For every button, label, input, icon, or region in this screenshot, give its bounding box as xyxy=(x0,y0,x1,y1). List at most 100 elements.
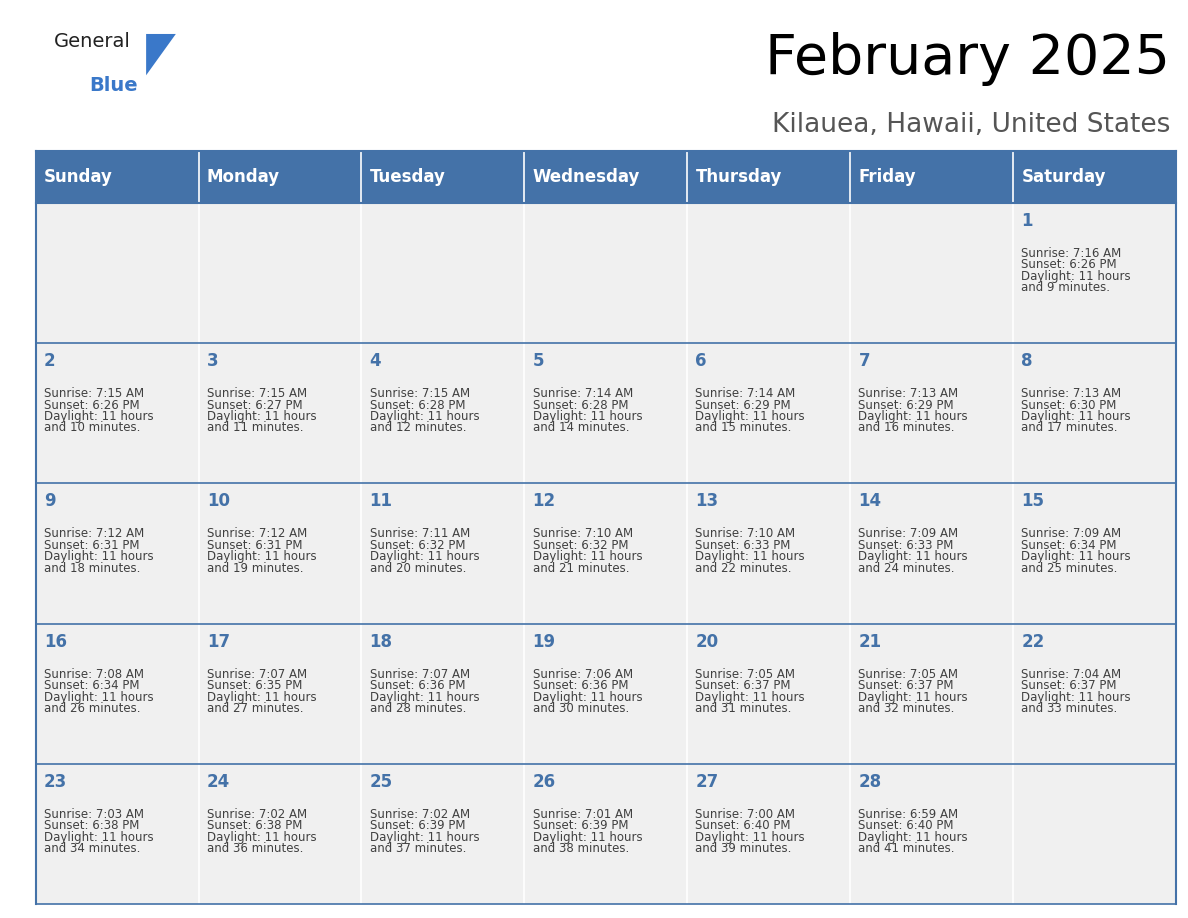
Text: Sunrise: 7:05 AM: Sunrise: 7:05 AM xyxy=(695,667,796,680)
Text: Daylight: 11 hours: Daylight: 11 hours xyxy=(1022,690,1131,703)
Text: Sunrise: 7:10 AM: Sunrise: 7:10 AM xyxy=(532,527,633,541)
Text: Sunset: 6:40 PM: Sunset: 6:40 PM xyxy=(859,820,954,833)
Text: 7: 7 xyxy=(859,353,870,370)
Bar xyxy=(688,623,851,764)
Text: Sunset: 6:27 PM: Sunset: 6:27 PM xyxy=(207,398,302,411)
Text: and 9 minutes.: and 9 minutes. xyxy=(1022,281,1111,294)
Text: 16: 16 xyxy=(44,633,67,651)
Bar xyxy=(361,203,524,343)
Text: Sunrise: 7:16 AM: Sunrise: 7:16 AM xyxy=(1022,247,1121,260)
Text: 22: 22 xyxy=(1022,633,1044,651)
Text: Daylight: 11 hours: Daylight: 11 hours xyxy=(44,410,153,423)
Text: and 33 minutes.: and 33 minutes. xyxy=(1022,702,1118,715)
Text: and 14 minutes.: and 14 minutes. xyxy=(532,421,630,434)
Text: Daylight: 11 hours: Daylight: 11 hours xyxy=(532,831,643,844)
Text: 27: 27 xyxy=(695,773,719,791)
Text: Sunset: 6:33 PM: Sunset: 6:33 PM xyxy=(695,539,791,552)
Text: and 37 minutes.: and 37 minutes. xyxy=(369,843,466,856)
Text: 6: 6 xyxy=(695,353,707,370)
Text: and 20 minutes.: and 20 minutes. xyxy=(369,562,466,575)
Bar xyxy=(36,343,198,483)
Text: Saturday: Saturday xyxy=(1022,168,1106,186)
Bar xyxy=(36,151,198,203)
Text: Sunset: 6:36 PM: Sunset: 6:36 PM xyxy=(369,679,466,692)
Text: Blue: Blue xyxy=(89,76,138,95)
Text: 8: 8 xyxy=(1022,353,1032,370)
Bar xyxy=(524,151,688,203)
Text: and 39 minutes.: and 39 minutes. xyxy=(695,843,792,856)
Text: 26: 26 xyxy=(532,773,556,791)
Bar xyxy=(524,483,688,623)
Text: and 15 minutes.: and 15 minutes. xyxy=(695,421,792,434)
Text: Sunrise: 7:01 AM: Sunrise: 7:01 AM xyxy=(532,808,633,821)
Bar xyxy=(688,483,851,623)
Text: Sunset: 6:38 PM: Sunset: 6:38 PM xyxy=(207,820,302,833)
Text: and 31 minutes.: and 31 minutes. xyxy=(695,702,792,715)
Bar xyxy=(36,203,198,343)
Text: Wednesday: Wednesday xyxy=(532,168,640,186)
Text: Daylight: 11 hours: Daylight: 11 hours xyxy=(1022,270,1131,283)
Text: Sunset: 6:38 PM: Sunset: 6:38 PM xyxy=(44,820,139,833)
Text: Sunrise: 7:03 AM: Sunrise: 7:03 AM xyxy=(44,808,144,821)
Text: Daylight: 11 hours: Daylight: 11 hours xyxy=(207,690,316,703)
Text: Thursday: Thursday xyxy=(695,168,782,186)
Text: 21: 21 xyxy=(859,633,881,651)
Bar xyxy=(36,764,198,904)
Text: 15: 15 xyxy=(1022,492,1044,510)
Polygon shape xyxy=(146,34,176,75)
Bar xyxy=(524,623,688,764)
Text: Sunset: 6:33 PM: Sunset: 6:33 PM xyxy=(859,539,954,552)
Text: Daylight: 11 hours: Daylight: 11 hours xyxy=(859,690,968,703)
Text: Sunset: 6:28 PM: Sunset: 6:28 PM xyxy=(369,398,466,411)
Text: Sunset: 6:32 PM: Sunset: 6:32 PM xyxy=(532,539,628,552)
Text: Sunrise: 7:08 AM: Sunrise: 7:08 AM xyxy=(44,667,144,680)
Text: and 12 minutes.: and 12 minutes. xyxy=(369,421,466,434)
Bar xyxy=(851,151,1013,203)
Text: Daylight: 11 hours: Daylight: 11 hours xyxy=(532,550,643,564)
Text: and 24 minutes.: and 24 minutes. xyxy=(859,562,955,575)
Text: Daylight: 11 hours: Daylight: 11 hours xyxy=(695,550,805,564)
Text: Sunrise: 7:14 AM: Sunrise: 7:14 AM xyxy=(532,387,633,400)
Text: February 2025: February 2025 xyxy=(765,32,1170,86)
Bar xyxy=(851,203,1013,343)
Text: Tuesday: Tuesday xyxy=(369,168,446,186)
Text: 13: 13 xyxy=(695,492,719,510)
Bar xyxy=(198,203,361,343)
Bar xyxy=(524,343,688,483)
Text: and 26 minutes.: and 26 minutes. xyxy=(44,702,140,715)
Bar xyxy=(1013,151,1176,203)
Bar xyxy=(851,343,1013,483)
Text: Daylight: 11 hours: Daylight: 11 hours xyxy=(369,410,479,423)
Text: General: General xyxy=(53,32,131,51)
Bar xyxy=(688,203,851,343)
Text: Sunset: 6:39 PM: Sunset: 6:39 PM xyxy=(532,820,628,833)
Text: Sunset: 6:26 PM: Sunset: 6:26 PM xyxy=(1022,258,1117,271)
Bar xyxy=(1013,623,1176,764)
Text: and 32 minutes.: and 32 minutes. xyxy=(859,702,955,715)
Text: Sunrise: 7:10 AM: Sunrise: 7:10 AM xyxy=(695,527,796,541)
Bar xyxy=(361,151,524,203)
Bar xyxy=(361,343,524,483)
Bar xyxy=(1013,764,1176,904)
Text: Sunset: 6:29 PM: Sunset: 6:29 PM xyxy=(695,398,791,411)
Text: Sunrise: 7:15 AM: Sunrise: 7:15 AM xyxy=(44,387,144,400)
Text: Sunset: 6:34 PM: Sunset: 6:34 PM xyxy=(1022,539,1117,552)
Text: 24: 24 xyxy=(207,773,230,791)
Text: Sunset: 6:37 PM: Sunset: 6:37 PM xyxy=(695,679,791,692)
Bar xyxy=(524,764,688,904)
Text: Friday: Friday xyxy=(859,168,916,186)
Text: Sunrise: 7:00 AM: Sunrise: 7:00 AM xyxy=(695,808,796,821)
Bar xyxy=(851,483,1013,623)
Text: and 21 minutes.: and 21 minutes. xyxy=(532,562,630,575)
Text: Sunday: Sunday xyxy=(44,168,113,186)
Text: 25: 25 xyxy=(369,773,393,791)
Text: 17: 17 xyxy=(207,633,229,651)
Text: Sunset: 6:31 PM: Sunset: 6:31 PM xyxy=(44,539,139,552)
Text: and 16 minutes.: and 16 minutes. xyxy=(859,421,955,434)
Bar xyxy=(1013,483,1176,623)
Text: Sunset: 6:29 PM: Sunset: 6:29 PM xyxy=(859,398,954,411)
Text: 23: 23 xyxy=(44,773,67,791)
Bar xyxy=(198,151,361,203)
Bar xyxy=(1013,343,1176,483)
Text: and 18 minutes.: and 18 minutes. xyxy=(44,562,140,575)
